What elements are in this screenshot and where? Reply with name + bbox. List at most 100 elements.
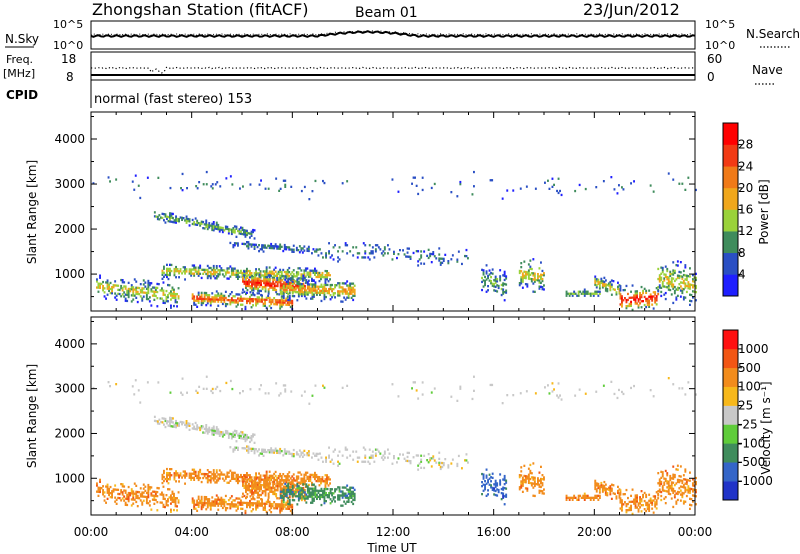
range-gate-cell	[317, 285, 320, 288]
range-gate-cell	[273, 501, 276, 504]
range-gate-cell	[337, 486, 339, 489]
range-gate-cell	[161, 289, 163, 292]
range-gate-cell	[217, 294, 220, 297]
range-gate-cell	[261, 300, 263, 303]
range-gate-cell	[690, 293, 693, 297]
range-gate-cell	[262, 450, 265, 453]
range-gate-cell	[612, 280, 615, 283]
range-gate-cell	[651, 303, 654, 306]
range-gate-cell	[618, 492, 621, 495]
range-gate-cell	[264, 476, 266, 479]
range-gate-cell	[543, 488, 545, 491]
range-gate-cell	[670, 285, 673, 288]
range-gate-cell	[350, 290, 353, 293]
range-gate-cell	[377, 450, 380, 453]
range-gate-cell	[332, 462, 335, 465]
range-gate-cell	[303, 273, 306, 276]
colorbar-tick-label: 25	[738, 399, 753, 413]
range-gate-cell	[597, 482, 600, 486]
range-gate-cell	[326, 289, 329, 293]
range-gate-cell	[343, 500, 346, 503]
range-gate-cell	[99, 276, 101, 279]
range-gate-cell	[221, 298, 224, 301]
range-gate-cell	[264, 504, 266, 507]
range-gate-cell	[243, 484, 246, 487]
range-gate-cell	[309, 269, 312, 272]
range-gate-cell	[279, 511, 282, 514]
range-gate-cell	[288, 492, 291, 496]
range-gate-cell	[583, 294, 586, 297]
range-gate-cell	[200, 301, 203, 305]
range-gate-cell	[280, 505, 283, 508]
range-gate-cell	[537, 479, 539, 482]
range-gate-cell	[649, 501, 652, 504]
range-gate-cell	[628, 506, 631, 510]
range-gate-cell	[648, 301, 651, 304]
range-gate-cell	[147, 490, 150, 493]
range-gate-cell	[191, 295, 194, 298]
range-gate-cell	[214, 429, 217, 433]
range-gate-cell	[318, 275, 321, 279]
range-gate-cell	[181, 189, 184, 192]
range-gate-cell	[332, 498, 335, 501]
range-gate-cell	[205, 428, 208, 431]
range-gate-cell	[529, 469, 532, 473]
range-gate-cell	[260, 485, 262, 489]
range-gate-cell	[217, 508, 220, 511]
range-gate-cell	[435, 257, 438, 260]
range-gate-cell	[672, 178, 675, 181]
range-gate-cell	[265, 306, 268, 309]
range-gate-cell	[405, 255, 407, 258]
range-gate-cell	[675, 482, 678, 485]
range-gate-cell	[533, 278, 536, 281]
range-gate-cell	[249, 489, 252, 492]
range-gate-cell	[205, 221, 208, 224]
range-gate-cell	[197, 293, 200, 296]
range-gate-cell	[194, 503, 197, 506]
range-gate-cell	[356, 456, 359, 459]
range-gate-cell	[272, 486, 275, 489]
nsearch-label: N.Search	[746, 27, 800, 41]
range-gate-cell	[240, 437, 242, 440]
range-gate-cell	[282, 500, 285, 504]
range-gate-cell	[232, 273, 235, 276]
range-gate-cell	[487, 493, 489, 496]
range-gate-cell	[297, 283, 300, 286]
colorbar-swatch	[723, 367, 738, 387]
range-gate-cell	[276, 489, 279, 492]
range-gate-cell	[279, 292, 282, 295]
range-gate-cell	[490, 484, 492, 487]
range-gate-cell	[595, 496, 598, 499]
range-gate-cell	[238, 432, 241, 435]
range-gate-cell	[151, 286, 154, 289]
range-gate-cell	[591, 496, 594, 499]
range-gate-cell	[260, 483, 262, 487]
range-gate-cell	[695, 495, 697, 498]
range-gate-cell	[159, 501, 162, 504]
range-gate-cell	[287, 496, 290, 500]
range-gate-cell	[282, 249, 285, 253]
range-gate-cell	[272, 484, 275, 487]
range-gate-cell	[261, 484, 264, 487]
range-gate-cell	[502, 284, 505, 287]
range-gate-cell	[423, 454, 426, 457]
range-gate-cell	[343, 296, 346, 299]
range-gate-cell	[681, 495, 684, 499]
range-gate-cell	[300, 247, 303, 250]
range-gate-cell	[243, 447, 245, 450]
range-gate-cell	[173, 267, 176, 271]
range-gate-cell	[191, 293, 194, 296]
range-gate-cell	[640, 300, 643, 303]
range-gate-cell	[344, 492, 347, 495]
range-gate-cell	[255, 491, 258, 494]
range-gate-cell	[145, 499, 148, 503]
range-gate-cell	[652, 307, 655, 310]
range-gate-cell	[325, 254, 327, 257]
range-gate-cell	[331, 488, 333, 491]
y-tick-label: 4000	[54, 337, 85, 351]
range-gate-cell	[303, 185, 306, 189]
range-gate-cell	[670, 283, 673, 286]
range-gate-cell	[523, 474, 526, 478]
range-gate-cell	[634, 298, 637, 301]
range-gate-cell	[347, 284, 350, 287]
